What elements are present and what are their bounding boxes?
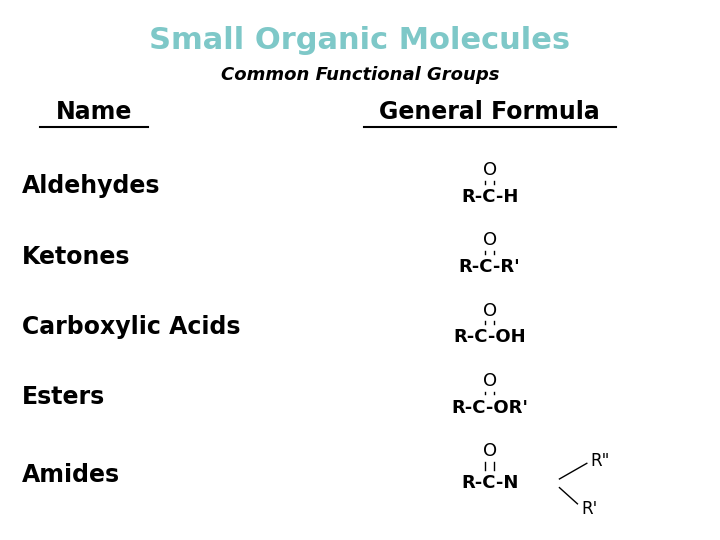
Text: Amides: Amides	[22, 463, 120, 487]
Text: O: O	[482, 372, 497, 390]
Text: O: O	[482, 161, 497, 179]
Text: R': R'	[581, 500, 598, 518]
Text: R-C-R': R-C-R'	[459, 258, 521, 276]
Text: Small Organic Molecules: Small Organic Molecules	[150, 26, 570, 55]
Text: O: O	[482, 301, 497, 320]
Text: O: O	[482, 231, 497, 249]
Text: R-C-OR': R-C-OR'	[451, 399, 528, 417]
Text: General Formula: General Formula	[379, 100, 600, 124]
Text: Aldehydes: Aldehydes	[22, 174, 160, 198]
Text: Common Functional Groups: Common Functional Groups	[221, 65, 499, 84]
Text: R-C-OH: R-C-OH	[454, 328, 526, 347]
Text: Esters: Esters	[22, 385, 105, 409]
Text: Ketones: Ketones	[22, 245, 130, 268]
Text: Name: Name	[55, 100, 132, 124]
Text: O: O	[482, 442, 497, 460]
Text: R": R"	[590, 451, 610, 470]
Text: R-C-H: R-C-H	[461, 188, 518, 206]
Text: Carboxylic Acids: Carboxylic Acids	[22, 315, 240, 339]
Text: R-C-N: R-C-N	[461, 474, 518, 492]
